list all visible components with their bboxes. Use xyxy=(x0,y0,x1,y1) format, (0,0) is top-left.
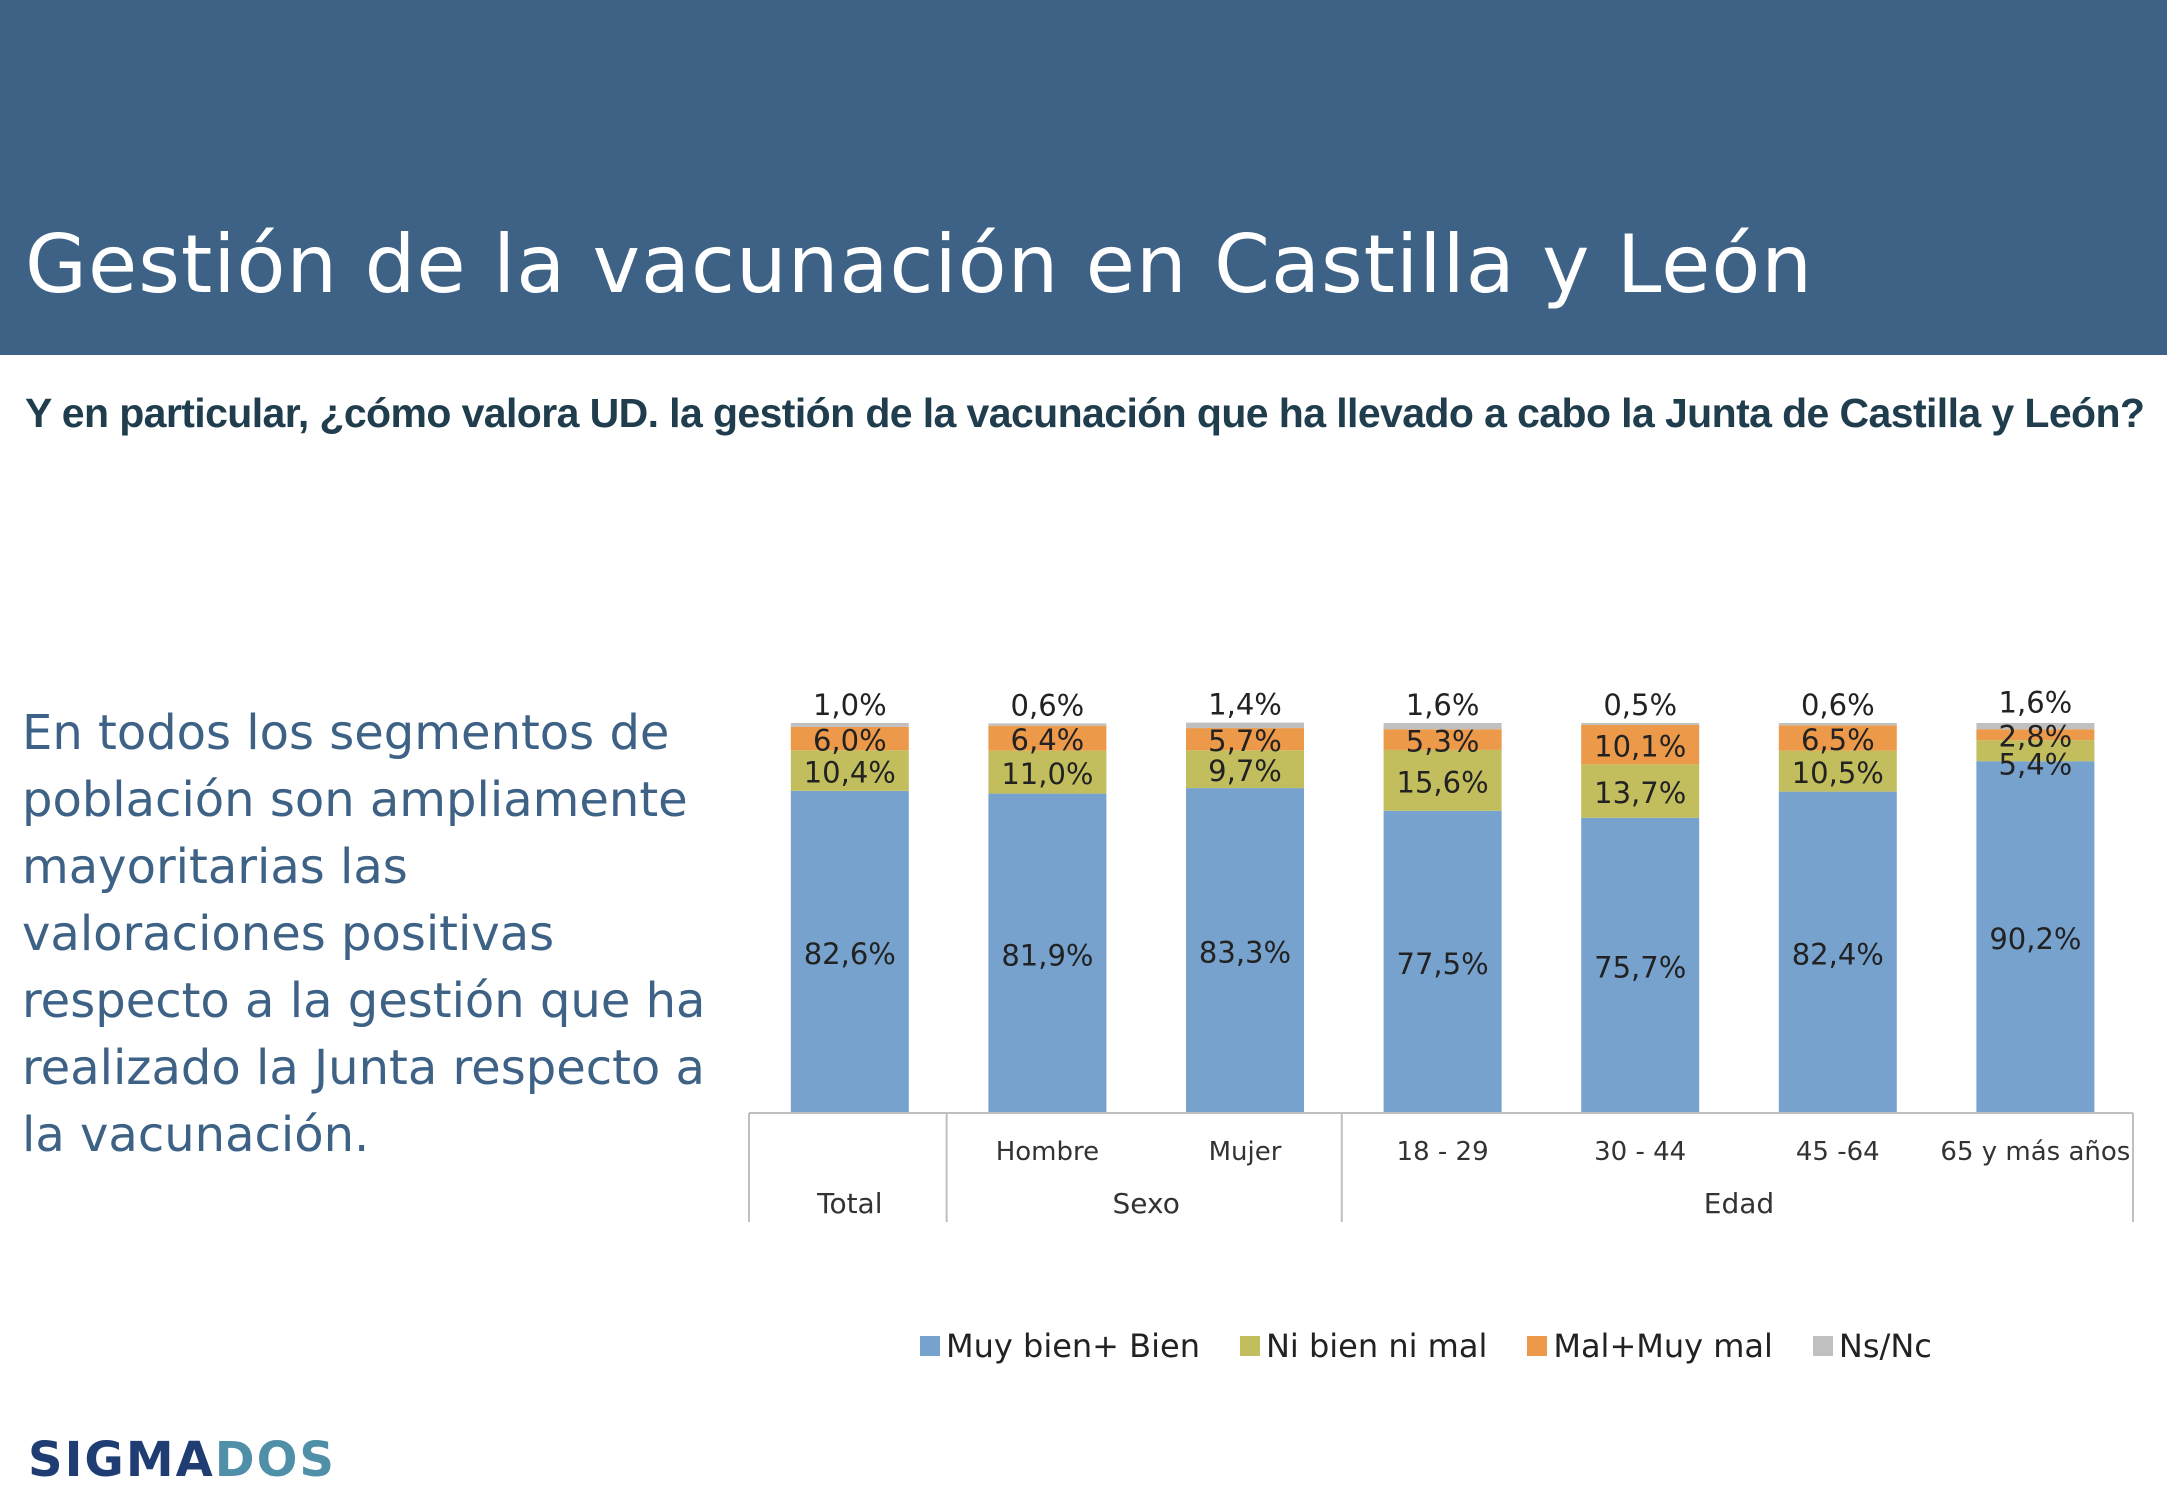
bar-ni-bien-ni-mal-45-64 xyxy=(1778,750,1897,792)
tick-label-30-44: 30 - 44 xyxy=(1594,1137,1686,1167)
legend-label-muy-bien-bien: Muy bien+ Bien xyxy=(946,1327,1200,1365)
data-label-mal-muy-mal-65-y-m-s-a-os: 2,8% xyxy=(1999,720,2073,754)
bar-muy-bien-bien-mujer xyxy=(1186,788,1304,1113)
bar-mal-muy-mal-total xyxy=(790,726,909,751)
data-label-muy-bien-bien-mujer: 83,3% xyxy=(1199,936,1291,970)
data-label-ns-nc-18-29: 1,6% xyxy=(1406,688,1480,722)
data-label-mal-muy-mal-18-29: 5,3% xyxy=(1406,725,1480,759)
legend-label-ns-nc: Ns/Nc xyxy=(1838,1327,1932,1365)
bar-ns-nc-total xyxy=(790,723,909,727)
summary-text: En todos los segmentos de población son … xyxy=(22,705,706,1163)
bar-mal-muy-mal-65-y-m-s-a-os xyxy=(1976,729,2095,741)
bar-mal-muy-mal-hombre xyxy=(988,725,1107,751)
header-band xyxy=(0,0,2167,355)
bar-ni-bien-ni-mal-total xyxy=(790,750,909,791)
tick-label-18-29: 18 - 29 xyxy=(1397,1137,1489,1167)
bar-ns-nc-65-y-m-s-a-os xyxy=(1976,723,2095,730)
tick-label-hombre: Hombre xyxy=(996,1137,1099,1167)
bar-mal-muy-mal-18-29 xyxy=(1383,729,1502,750)
legend-swatch-ns-nc xyxy=(1812,1336,1833,1356)
legend-swatch-muy-bien-bien xyxy=(920,1336,940,1356)
sigmados-logo: SIGMADOS xyxy=(28,1432,336,1488)
data-label-muy-bien-bien-18-29: 77,5% xyxy=(1397,947,1489,981)
data-label-muy-bien-bien-30-44: 75,7% xyxy=(1594,950,1686,984)
tick-label-45-64: 45 -64 xyxy=(1796,1137,1880,1167)
data-label-ni-bien-ni-mal-30-44: 13,7% xyxy=(1594,776,1686,810)
data-label-mal-muy-mal-45-64: 6,5% xyxy=(1801,723,1875,757)
legend-label-mal-muy-mal: Mal+Muy mal xyxy=(1553,1327,1773,1365)
data-label-mal-muy-mal-mujer: 5,7% xyxy=(1208,724,1282,758)
group-label-total: Total xyxy=(816,1187,882,1220)
tick-label-65-y-m-s-a-os: 65 y más años xyxy=(1940,1137,2130,1167)
chart-legend: Muy bien+ Bien Ni bien ni mal Mal+Muy mal N… xyxy=(920,1327,1972,1365)
bar-muy-bien-bien-30-44 xyxy=(1581,817,1700,1113)
data-label-muy-bien-bien-45-64: 82,4% xyxy=(1792,937,1884,971)
data-label-ns-nc-mujer: 1,4% xyxy=(1208,688,1282,722)
legend-item-ni-bien-ni-mal: Ni bien ni mal xyxy=(1239,1327,1488,1365)
bar-muy-bien-bien-total xyxy=(790,790,909,1113)
data-label-ni-bien-ni-mal-18-29: 15,6% xyxy=(1397,765,1489,799)
bar-ns-nc-30-44 xyxy=(1581,723,1700,725)
bar-mal-muy-mal-30-44 xyxy=(1581,724,1700,765)
bar-muy-bien-bien-65-y-m-s-a-os xyxy=(1976,761,2095,1113)
data-label-ns-nc-65-y-m-s-a-os: 1,6% xyxy=(1999,686,2073,720)
data-label-ns-nc-30-44: 0,5% xyxy=(1603,688,1677,722)
bar-muy-bien-bien-18-29 xyxy=(1383,810,1502,1113)
stacked-bar-chart: 82,6%10,4%6,0%1,0%81,9%11,0%6,4%0,6%Homb… xyxy=(748,686,2134,1222)
data-label-ni-bien-ni-mal-65-y-m-s-a-os: 5,4% xyxy=(1999,748,2073,782)
bar-mal-muy-mal-mujer xyxy=(1186,728,1304,751)
bar-ni-bien-ni-mal-mujer xyxy=(1186,750,1304,789)
bar-ns-nc-18-29 xyxy=(1383,723,1502,730)
bar-muy-bien-bien-hombre xyxy=(988,793,1107,1113)
data-label-muy-bien-bien-hombre: 81,9% xyxy=(1001,938,1093,972)
bar-ns-nc-hombre xyxy=(988,723,1107,726)
data-label-ni-bien-ni-mal-45-64: 10,5% xyxy=(1792,756,1884,790)
bar-mal-muy-mal-45-64 xyxy=(1778,725,1897,751)
bar-ns-nc-45-64 xyxy=(1778,723,1897,726)
survey-question: Y en particular, ¿cómo valora UD. la ges… xyxy=(25,390,2145,436)
data-label-muy-bien-bien-total: 82,6% xyxy=(804,937,896,971)
data-label-mal-muy-mal-30-44: 10,1% xyxy=(1594,730,1686,764)
data-label-mal-muy-mal-hombre: 6,4% xyxy=(1011,723,1085,757)
logo-text-sigma: SIGMA xyxy=(28,1432,215,1488)
legend-label-ni-bien-ni-mal: Ni bien ni mal xyxy=(1265,1327,1488,1365)
legend-item-ns-nc: Ns/Nc xyxy=(1812,1327,1932,1365)
tick-label-mujer: Mujer xyxy=(1209,1137,1282,1167)
group-label-sexo: Sexo xyxy=(1113,1187,1180,1220)
bar-muy-bien-bien-45-64 xyxy=(1778,791,1897,1113)
data-label-ns-nc-total: 1,0% xyxy=(813,688,887,722)
data-label-ni-bien-ni-mal-hombre: 11,0% xyxy=(1001,757,1093,791)
data-label-ns-nc-hombre: 0,6% xyxy=(1011,688,1085,722)
page-title: Gestión de la vacunación en Castilla y L… xyxy=(25,218,1813,311)
bar-ni-bien-ni-mal-hombre xyxy=(988,750,1107,794)
legend-item-muy-bien-bien: Muy bien+ Bien xyxy=(920,1327,1200,1365)
logo-text-dos: DOS xyxy=(214,1432,336,1488)
legend-swatch-ni-bien-ni-mal xyxy=(1239,1336,1260,1356)
data-label-ni-bien-ni-mal-total: 10,4% xyxy=(804,756,896,790)
data-label-ni-bien-ni-mal-mujer: 9,7% xyxy=(1208,754,1282,788)
legend-item-mal-muy-mal: Mal+Muy mal xyxy=(1527,1327,1773,1365)
data-label-ns-nc-45-64: 0,6% xyxy=(1801,688,1875,722)
group-label-edad: Edad xyxy=(1704,1187,1774,1220)
legend-swatch-mal-muy-mal xyxy=(1527,1336,1548,1356)
bar-ns-nc-mujer xyxy=(1186,722,1304,729)
bar-ni-bien-ni-mal-65-y-m-s-a-os xyxy=(1976,740,2095,762)
bar-ni-bien-ni-mal-30-44 xyxy=(1581,764,1700,818)
bar-ni-bien-ni-mal-18-29 xyxy=(1383,749,1502,811)
data-label-mal-muy-mal-total: 6,0% xyxy=(813,724,887,758)
data-label-muy-bien-bien-65-y-m-s-a-os: 90,2% xyxy=(1989,922,2081,956)
